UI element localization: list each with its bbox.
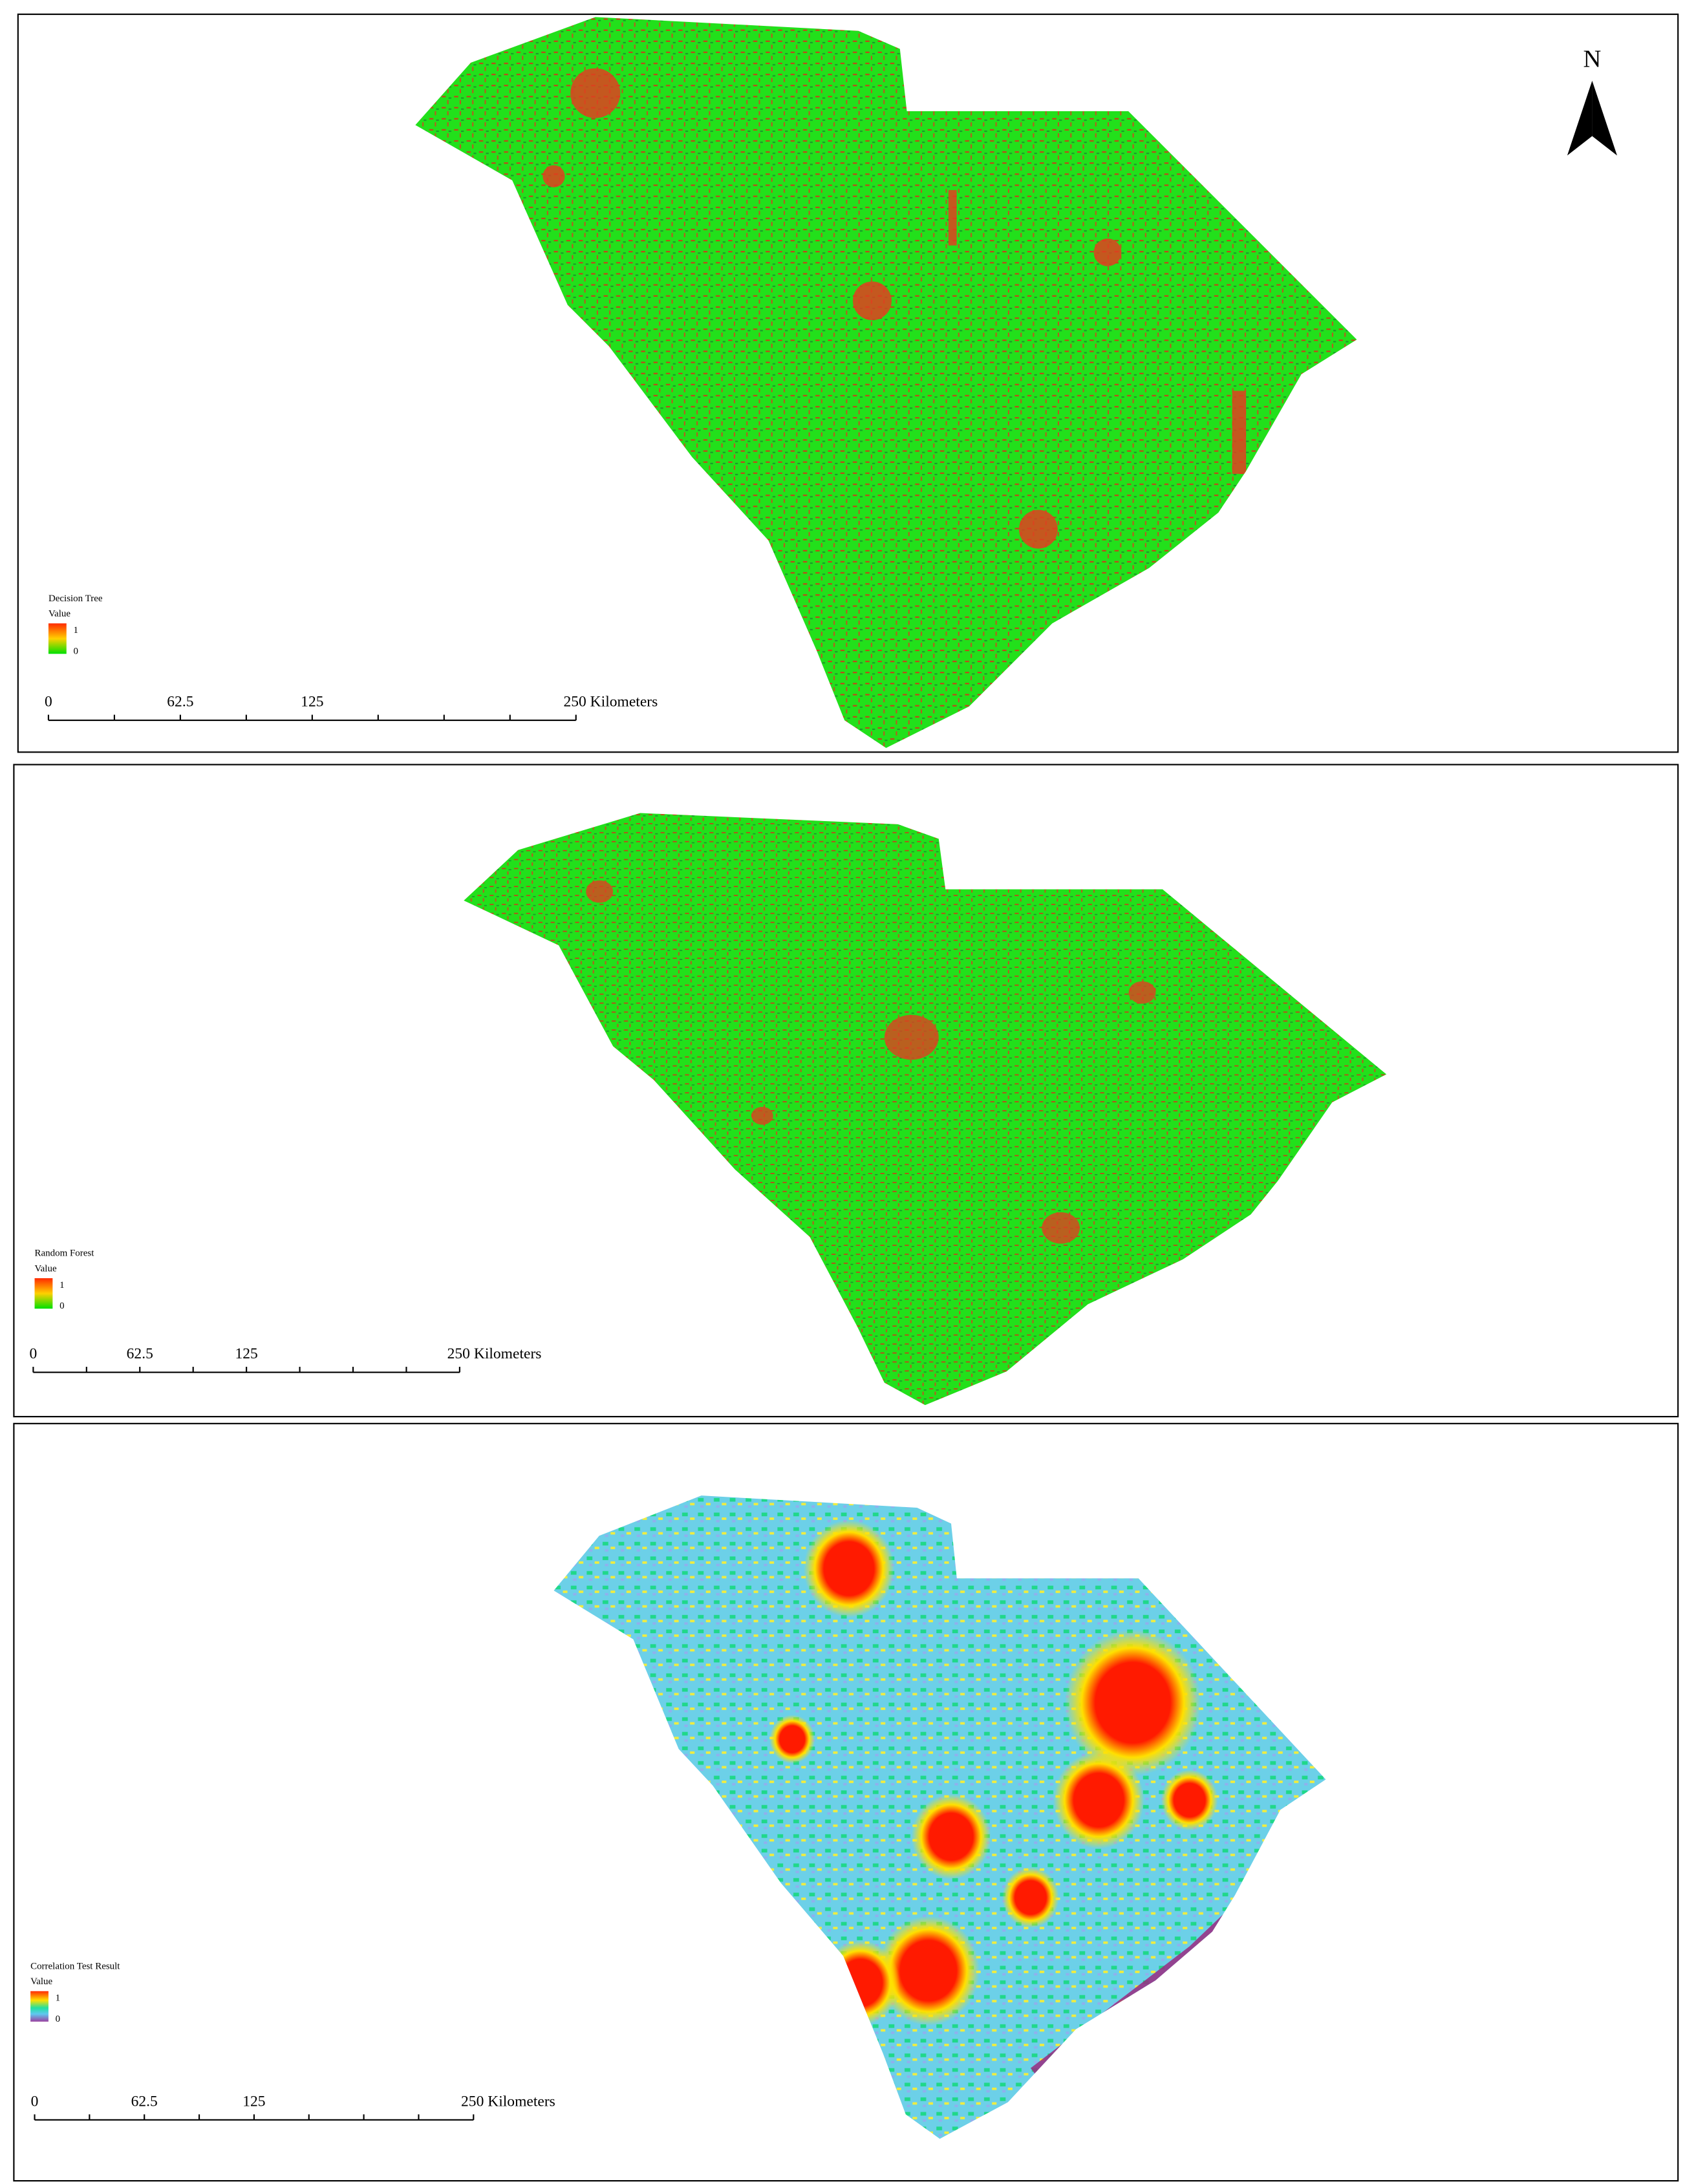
scale-label: 62.5: [127, 1345, 153, 1362]
legend-swatch: [30, 1991, 48, 2022]
legend-title: Correlation Test Result: [30, 1961, 120, 1971]
scale-label: 62.5: [167, 694, 193, 711]
legend: Decision Tree Value 1 0: [48, 594, 103, 656]
legend-high: 1: [73, 625, 78, 636]
legend-field: Value: [35, 1263, 57, 1274]
legend-swatch: [48, 623, 67, 654]
panel-frame: [13, 764, 1679, 1418]
scale-bar: 0 62.5 125 250 Kilometers: [29, 1345, 542, 1373]
legend-field: Value: [48, 608, 70, 619]
legend-field: Value: [30, 1976, 52, 1987]
legend-low: 0: [56, 2014, 60, 2024]
legend-low: 0: [73, 646, 78, 656]
panel-frame: [17, 13, 1679, 753]
legend: Correlation Test Result Value 1 0: [30, 1961, 120, 2024]
scale-label: 125: [301, 694, 323, 711]
legend-swatch: [34, 1278, 53, 1309]
scale-label: 125: [242, 2093, 265, 2110]
north-label: N: [1583, 45, 1601, 72]
scale-label: 250 Kilometers: [461, 2093, 555, 2110]
scale-label: 250 Kilometers: [447, 1345, 542, 1362]
north-arrow: [1567, 80, 1593, 156]
north-arrow: [1592, 80, 1617, 156]
legend: Random Forest Value 1 0: [34, 1248, 95, 1311]
legend-title: Random Forest: [35, 1248, 95, 1259]
legend-high: 1: [59, 1280, 64, 1290]
scale-label: 0: [31, 2093, 39, 2110]
panel-frame: [13, 1422, 1679, 2182]
legend-high: 1: [56, 1993, 60, 2004]
legend-title: Decision Tree: [48, 594, 103, 604]
scale-label: 125: [235, 1345, 257, 1362]
scale-label: 0: [45, 694, 52, 711]
map-decision-tree: [415, 17, 1357, 748]
scale-label: 0: [29, 1345, 37, 1362]
scale-label: 250 Kilometers: [563, 694, 658, 711]
scale-bar: 0 62.5 125 250 Kilometers: [31, 2093, 555, 2121]
scale-label: 62.5: [131, 2093, 158, 2110]
map-correlation: [553, 1495, 1326, 2139]
scale-bar: 0 62.5 125 250 Kilometers: [45, 694, 658, 722]
map-random-forest: [464, 813, 1387, 1406]
legend-low: 0: [59, 1301, 64, 1311]
